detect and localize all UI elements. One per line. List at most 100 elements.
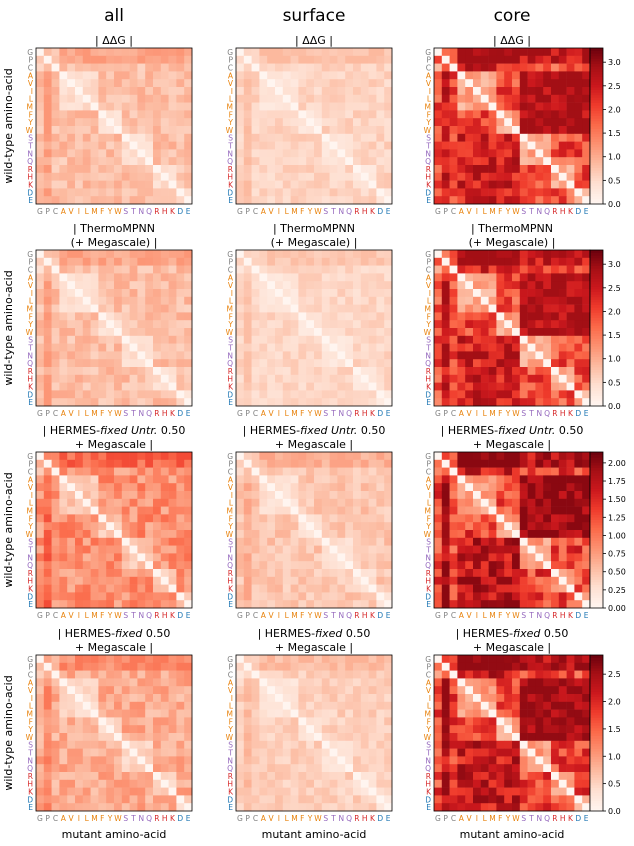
panel-title-line: | ThermoMPNN	[273, 222, 355, 235]
heatmap-cell	[51, 655, 60, 664]
heatmap-cell	[321, 537, 330, 546]
heatmap-cell	[329, 157, 338, 166]
colorbar-segment	[590, 367, 603, 370]
heatmap-cell	[376, 79, 385, 88]
heatmap-cell	[314, 359, 323, 368]
heatmap-cell	[551, 71, 560, 80]
heatmap-cell	[153, 764, 162, 773]
heatmap-cell	[176, 304, 185, 313]
heatmap-cell	[121, 126, 130, 135]
heatmap-cell	[267, 367, 276, 376]
heatmap-cell	[160, 79, 169, 88]
heatmap-cell	[153, 530, 162, 539]
heatmap-cell	[145, 459, 154, 468]
y-tick-D: D	[27, 188, 33, 197]
heatmap-cell	[67, 343, 76, 352]
x-tick-P: P	[443, 409, 448, 418]
heatmap-cell	[251, 172, 260, 181]
heatmap-cell	[449, 63, 458, 72]
heatmap-cell	[51, 273, 60, 282]
heatmap-cell	[306, 522, 315, 531]
heatmap-cell	[360, 740, 369, 749]
heatmap-cell	[558, 553, 567, 562]
heatmap-cell	[298, 483, 307, 492]
heatmap-cell	[267, 102, 276, 111]
heatmap-cell	[551, 522, 560, 531]
y-tick-N: N	[27, 351, 33, 360]
heatmap-cell	[465, 257, 474, 266]
heatmap-cell	[290, 514, 299, 523]
heatmap-cell	[90, 250, 99, 259]
heatmap-cell	[488, 118, 497, 127]
heatmap-cell	[558, 55, 567, 64]
heatmap-cell	[43, 79, 52, 88]
heatmap-cell	[282, 312, 291, 321]
heatmap-cell	[345, 320, 354, 329]
heatmap-cell	[465, 467, 474, 476]
heatmap-cell	[129, 48, 138, 57]
heatmap-cell	[434, 110, 443, 119]
heatmap-cell	[121, 390, 130, 399]
heatmap-cell	[434, 553, 443, 562]
heatmap-cell	[82, 126, 91, 135]
x-tick-A: A	[459, 207, 465, 216]
heatmap-cell	[368, 257, 377, 266]
heatmap-cell	[236, 530, 245, 539]
x-tick-M: M	[489, 207, 495, 216]
heatmap-cell	[137, 390, 146, 399]
heatmap-cell	[129, 662, 138, 671]
heatmap-cell	[114, 94, 123, 103]
heatmap-cell	[67, 312, 76, 321]
heatmap-cell	[527, 506, 536, 515]
heatmap-cell	[243, 530, 252, 539]
heatmap-cell	[267, 118, 276, 127]
heatmap-cell	[473, 576, 482, 585]
heatmap-cell	[137, 748, 146, 757]
heatmap-cell	[36, 48, 45, 57]
heatmap-cell	[306, 320, 315, 329]
heatmap-cell	[160, 576, 169, 585]
colorbar-segment	[590, 361, 603, 365]
heatmap-cell	[75, 250, 84, 259]
heatmap-panel-all-3: | HERMES-fixed Untr. 0.50+ Megascale |GG…	[26, 424, 193, 620]
heatmap-cell	[582, 522, 591, 531]
colorbar-segment	[590, 144, 603, 148]
y-tick-G: G	[227, 250, 233, 259]
heatmap-cell	[98, 359, 107, 368]
heatmap-cell	[519, 343, 528, 352]
heatmap-cell	[480, 196, 489, 205]
heatmap-cell	[465, 196, 474, 205]
heatmap-cell	[267, 126, 276, 135]
heatmap-cell	[496, 157, 505, 166]
heatmap-cell	[480, 265, 489, 274]
heatmap-cell	[259, 118, 268, 127]
y-tick-V: V	[426, 281, 432, 290]
heatmap-cell	[558, 576, 567, 585]
heatmap-cell	[106, 709, 115, 718]
heatmap-cell	[298, 367, 307, 376]
heatmap-cell	[306, 592, 315, 601]
heatmap-cell	[236, 71, 245, 80]
heatmap-cell	[282, 367, 291, 376]
heatmap-cell	[259, 382, 268, 391]
heatmap-cell	[51, 141, 60, 150]
heatmap-cell	[153, 71, 162, 80]
heatmap-cell	[36, 772, 45, 781]
heatmap-cell	[582, 250, 591, 259]
heatmap-cell	[582, 296, 591, 305]
x-tick-Y: Y	[505, 409, 511, 418]
heatmap-cell	[121, 289, 130, 298]
heatmap-cell	[98, 304, 107, 313]
heatmap-cell	[75, 592, 84, 601]
x-tick-N: N	[138, 611, 144, 620]
heatmap-cell	[67, 165, 76, 174]
heatmap-cell	[449, 296, 458, 305]
heatmap-cell	[275, 382, 284, 391]
heatmap-cell	[543, 475, 552, 484]
heatmap-cell	[106, 694, 115, 703]
heatmap-cell	[129, 545, 138, 554]
heatmap-cell	[488, 320, 497, 329]
heatmap-cell	[465, 304, 474, 313]
heatmap-cell	[345, 748, 354, 757]
heatmap-cell	[176, 296, 185, 305]
